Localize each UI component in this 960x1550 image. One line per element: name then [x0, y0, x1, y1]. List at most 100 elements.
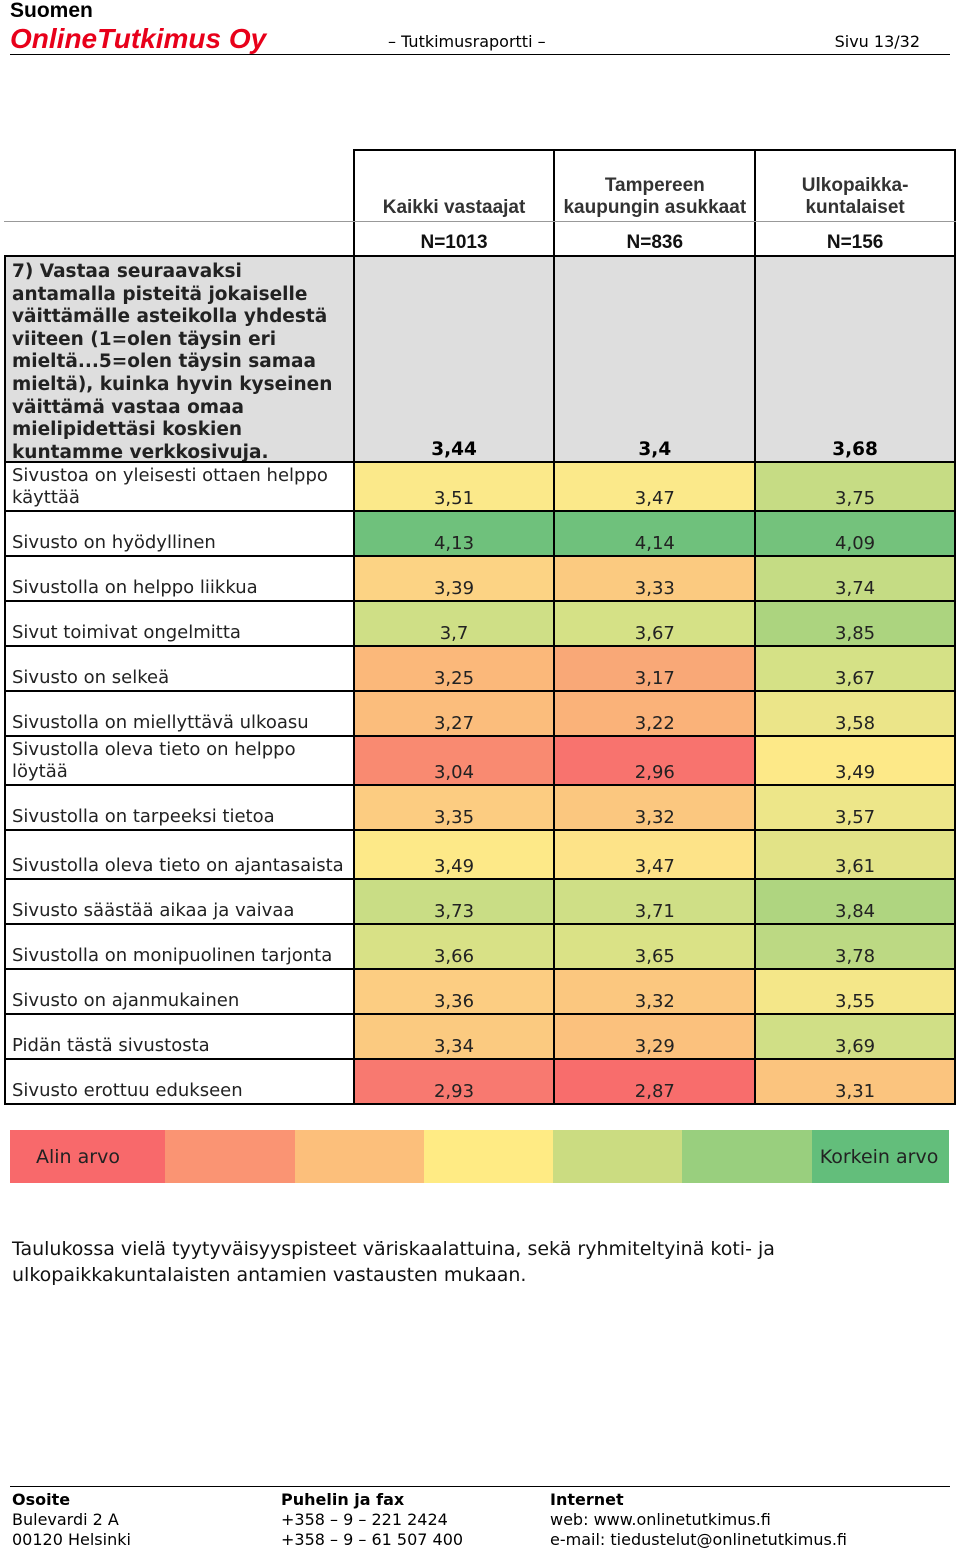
column-header: Ulkopaikka-kuntalaiset: [754, 149, 957, 221]
sample-size-row: N=1013 N=836 N=156: [4, 221, 957, 255]
table-row: Sivut toimivat ongelmitta 3,7 3,67 3,85: [4, 600, 956, 645]
table-header-row: Kaikki vastaajat Tampereen kaupungin asu…: [4, 149, 957, 221]
score-cell: 3,36: [352, 970, 554, 1013]
score-cell: 3,75: [754, 463, 956, 510]
score-cell: 3,65: [553, 925, 755, 968]
sample-size: N=1013: [352, 222, 554, 255]
score-cell: 3,04: [352, 737, 554, 784]
brand-line-1: Suomen: [10, 0, 93, 22]
table-row: Sivusto säästää aikaa ja vaivaa 3,73 3,71 3…: [4, 878, 956, 923]
row-label: Sivusto erottuu edukseen: [4, 1060, 353, 1103]
score-cell: 2,87: [553, 1060, 755, 1103]
row-label: Sivustolla oleva tieto on ajantasaista: [4, 831, 353, 878]
score-cell: 3,51: [352, 463, 554, 510]
legend-swatch: Korkein arvo: [811, 1130, 949, 1183]
score-cell: 3,17: [553, 647, 755, 690]
score-cell: 3,29: [553, 1015, 755, 1058]
sample-size: N=156: [754, 222, 957, 255]
score-cell: 3,71: [553, 880, 755, 923]
table-row: Sivustolla on miellyttävä ulkoasu 3,27 3,2…: [4, 690, 956, 735]
footer-address: Osoite Bulevardi 2 A 00120 Helsinki: [12, 1490, 131, 1550]
legend-swatch: [682, 1130, 812, 1183]
row-label: Sivustoa on yleisesti ottaen helppo käyt…: [4, 463, 353, 510]
footer-heading: Internet: [550, 1490, 624, 1509]
score-cell: 3,25: [352, 647, 554, 690]
table-row: Sivustolla on monipuolinen tarjonta 3,66 3…: [4, 923, 956, 968]
score-cell: 3,35: [352, 786, 554, 829]
column-header: Tampereen kaupungin asukkaat: [553, 149, 755, 221]
table-bottom-border: [4, 1103, 956, 1105]
row-label: Sivustolla oleva tieto on helppo löytää: [4, 737, 353, 784]
table-row: Sivusto erottuu edukseen 2,93 2,87 3,31: [4, 1058, 956, 1103]
document-title: – Tutkimusraportti –: [388, 32, 546, 51]
footer-heading: Osoite: [12, 1490, 71, 1509]
table-row: Pidän tästä sivustosta 3,34 3,29 3,69: [4, 1013, 956, 1058]
results-table: Kaikki vastaajat Tampereen kaupungin asu…: [4, 149, 957, 1105]
table-caption: Taulukossa vielä tyytyväisyyspisteet vär…: [12, 1238, 775, 1286]
score-cell: 3,22: [553, 692, 755, 735]
legend-low-label: Alin arvo: [36, 1145, 120, 1168]
table-row: Sivustoa on yleisesti ottaen helppo käyt…: [4, 461, 956, 510]
footer-line: Bulevardi 2 A: [12, 1510, 119, 1529]
sample-size: N=836: [553, 222, 755, 255]
question-average: 3,44: [352, 257, 554, 461]
score-cell: 3,58: [754, 692, 956, 735]
row-label: Sivustolla on monipuolinen tarjonta: [4, 925, 353, 968]
score-cell: 2,93: [352, 1060, 554, 1103]
legend-high-label: Korkein arvo: [819, 1145, 939, 1168]
row-label: Sivut toimivat ongelmitta: [4, 602, 353, 645]
score-cell: 3,49: [352, 831, 554, 878]
score-cell: 3,85: [754, 602, 956, 645]
score-cell: 2,96: [553, 737, 755, 784]
score-cell: 4,13: [352, 512, 554, 555]
legend-swatch: [553, 1130, 683, 1183]
table-row: Sivusto on selkeä 3,25 3,17 3,67: [4, 645, 956, 690]
score-cell: 3,74: [754, 557, 956, 600]
footer-link[interactable]: e-mail: tiedustelut@onlinetutkimus.fi: [550, 1530, 847, 1549]
score-cell: 3,73: [352, 880, 554, 923]
score-cell: 3,32: [553, 786, 755, 829]
column-header: Kaikki vastaajat: [352, 149, 554, 221]
footer-divider: [10, 1486, 950, 1487]
score-cell: 3,31: [754, 1060, 956, 1103]
question-text: 7) Vastaa seuraavaksi antamalla pisteitä…: [4, 257, 353, 463]
legend-swatch: Alin arvo: [10, 1130, 166, 1183]
color-scale-legend: Alin arvo Korkein arvo: [10, 1130, 949, 1183]
row-label: Sivusto on ajanmukainen: [4, 970, 353, 1013]
table-row: Sivusto on hyödyllinen 4,13 4,14 4,09: [4, 510, 956, 555]
footer-heading: Puhelin ja fax: [281, 1490, 405, 1509]
score-cell: 4,09: [754, 512, 956, 555]
score-cell: 3,69: [754, 1015, 956, 1058]
footer-link[interactable]: web: www.onlinetutkimus.fi: [550, 1510, 771, 1529]
legend-swatch: [294, 1130, 424, 1183]
score-cell: 4,14: [553, 512, 755, 555]
score-cell: 3,67: [553, 602, 755, 645]
score-cell: 3,7: [352, 602, 554, 645]
row-label: Pidän tästä sivustosta: [4, 1015, 353, 1058]
header-divider: [10, 54, 950, 55]
table-row: Sivustolla oleva tieto on ajantasaista 3,…: [4, 829, 956, 878]
table-row: Sivustolla oleva tieto on helppo löytää 3…: [4, 735, 956, 784]
score-cell: 3,67: [754, 647, 956, 690]
question-average: 3,4: [553, 257, 755, 461]
footer-phone: Puhelin ja fax +358 – 9 – 221 2424 +358 …: [281, 1490, 463, 1550]
row-label: Sivusto on selkeä: [4, 647, 353, 690]
footer-line: +358 – 9 – 221 2424: [281, 1510, 448, 1529]
score-cell: 3,32: [553, 970, 755, 1013]
page-number: Sivu 13/32: [834, 32, 920, 51]
table-body: Sivustoa on yleisesti ottaen helppo käyt…: [4, 461, 956, 1103]
table-row: Sivustolla on tarpeeksi tietoa 3,35 3,32 3,…: [4, 784, 956, 829]
score-cell: 3,49: [754, 737, 956, 784]
legend-swatch: [423, 1130, 554, 1183]
score-cell: 3,47: [553, 831, 755, 878]
question-average: 3,68: [754, 257, 956, 461]
legend-swatch: [165, 1130, 295, 1183]
footer-line: 00120 Helsinki: [12, 1530, 131, 1549]
row-label: Sivustolla on helppo liikkua: [4, 557, 353, 600]
brand-logo-text: OnlineTutkimus Oy: [10, 23, 267, 54]
score-cell: 3,57: [754, 786, 956, 829]
score-cell: 3,47: [553, 463, 755, 510]
row-label: Sivusto säästää aikaa ja vaivaa: [4, 880, 353, 923]
score-cell: 3,84: [754, 880, 956, 923]
score-cell: 3,78: [754, 925, 956, 968]
